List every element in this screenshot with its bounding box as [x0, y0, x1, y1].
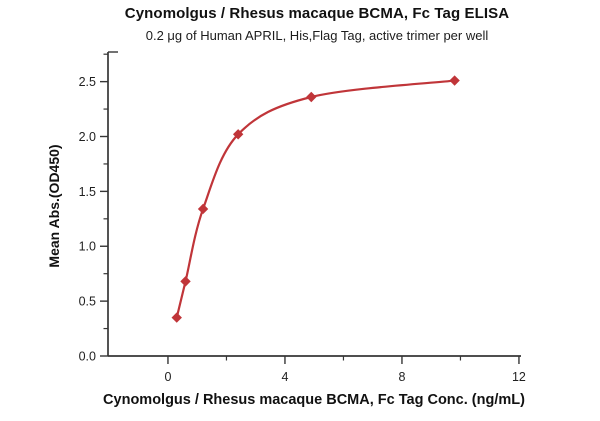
x-axis-tick-label: 0: [164, 370, 171, 384]
y-axis-tick-label: 2.5: [79, 75, 96, 89]
data-point-marker: [232, 129, 244, 140]
data-point-marker: [449, 75, 460, 86]
x-axis-label: Cynomolgus / Rhesus macaque BCMA, Fc Tag…: [103, 392, 525, 408]
data-point-marker: [180, 276, 191, 287]
x-axis-tick-label: 8: [398, 370, 405, 384]
y-axis-tick-label: 2.0: [79, 130, 96, 144]
chart-subtitle: 0.2 μg of Human APRIL, His,Flag Tag, act…: [145, 28, 489, 43]
y-axis-tick-label: 1.0: [79, 240, 96, 254]
data-point-marker: [197, 203, 209, 215]
y-axis-tick-label: 0.0: [79, 349, 96, 363]
x-axis-tick-label: 12: [512, 370, 526, 384]
chart-title: Cynomolgus / Rhesus macaque BCMA, Fc Tag…: [124, 5, 510, 22]
data-point-marker: [306, 91, 317, 103]
data-point-marker: [171, 312, 182, 323]
y-axis-tick-label: 1.5: [79, 185, 96, 199]
y-axis-tick-label: 0.5: [79, 295, 96, 309]
fit-curve: [175, 79, 456, 319]
x-axis-tick-label: 4: [281, 370, 288, 384]
